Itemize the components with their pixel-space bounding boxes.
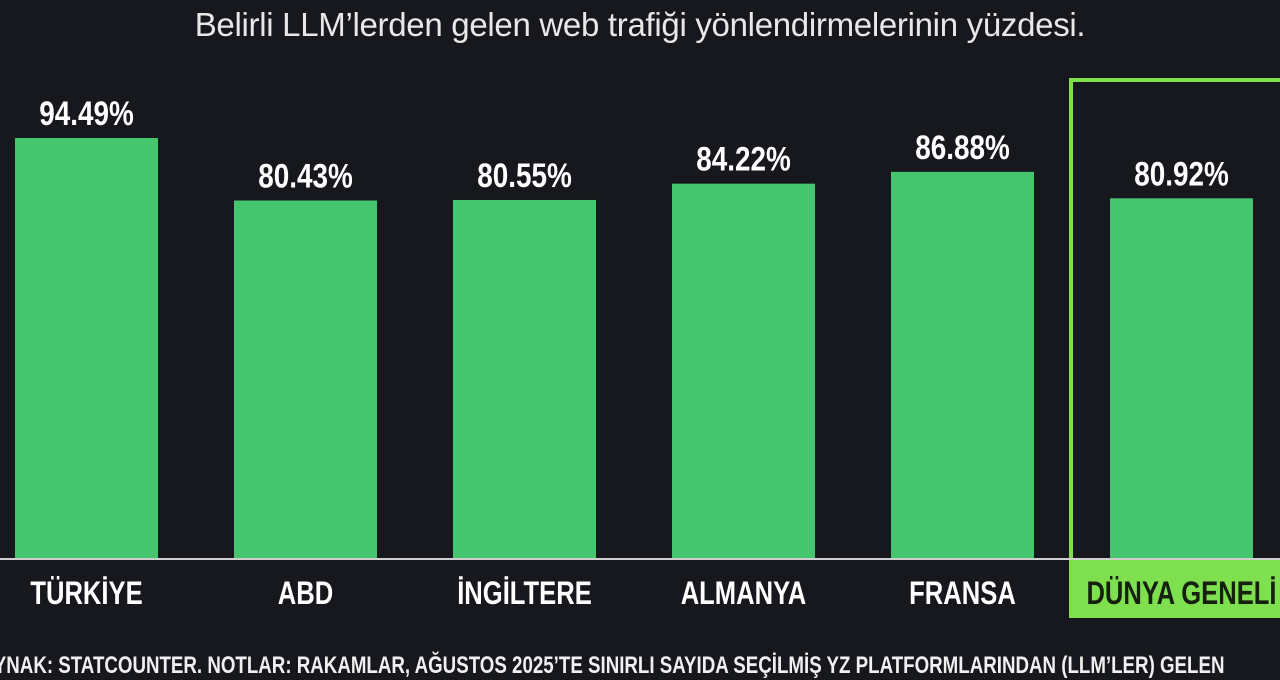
bar-2 xyxy=(453,199,596,559)
category-label-4: FRANSA xyxy=(909,576,1016,611)
category-label-2: İNGİLTERE xyxy=(457,576,592,611)
value-label-2: 80.55% xyxy=(477,156,572,194)
value-label-5: 80.92% xyxy=(1134,155,1229,193)
category-label-0: TÜRKİYE xyxy=(30,575,142,611)
bar-5 xyxy=(1110,198,1253,558)
bar-0 xyxy=(15,138,158,558)
value-label-1: 80.43% xyxy=(258,157,353,195)
category-label-1: ABD xyxy=(278,576,333,611)
value-label-3: 84.22% xyxy=(696,140,791,178)
value-label-0: 94.49% xyxy=(39,94,134,132)
highlight-label-background xyxy=(1069,560,1280,618)
bar-1 xyxy=(234,200,377,559)
category-label-3: ALMANYA xyxy=(681,576,807,611)
chart-title: Belirli LLM’lerden gelen web trafiği yön… xyxy=(194,6,1086,43)
source-footnote: AYNAK: STATCOUNTER. NOTLAR: RAKAMLAR, AĞ… xyxy=(0,652,1225,679)
bar-3 xyxy=(672,183,815,558)
value-label-4: 86.88% xyxy=(915,128,1010,166)
category-label-5: DÜNYA GENELİ xyxy=(1086,575,1276,611)
bar-4 xyxy=(891,171,1034,558)
